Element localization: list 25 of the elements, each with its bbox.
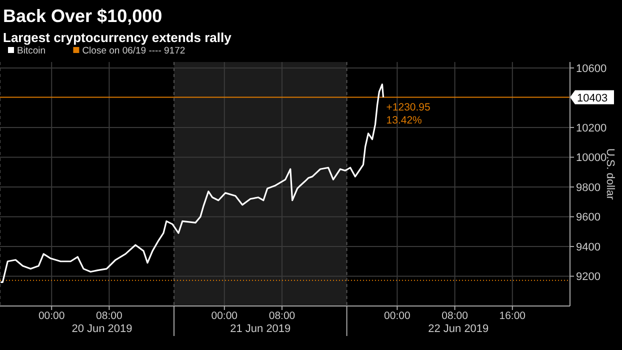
y-tick-label: 9600	[576, 212, 600, 224]
y-tick-label: 10200	[576, 122, 607, 134]
y-tick-label: 10000	[576, 152, 607, 164]
x-tick-label: 16:00	[499, 310, 526, 322]
y-tick-label: 9400	[576, 241, 600, 254]
text: 22 Jun 2019	[428, 323, 489, 335]
x-tick-label: 00:00	[211, 310, 238, 322]
legend-label: Bitcoin	[17, 46, 46, 56]
annotation: 13.42%	[386, 114, 422, 126]
ref-line-label: 10403	[577, 92, 608, 104]
y-tick-label: 9800	[576, 182, 600, 194]
x-tick-label: 08:00	[268, 310, 296, 322]
x-tick-label: 00:00	[384, 310, 410, 322]
line-series	[0, 84, 384, 283]
y-tick-label: 9200	[576, 271, 600, 284]
legend-label: Close on 06/19 ---- 9172	[82, 46, 186, 56]
text: 20 Jun 2019	[72, 323, 132, 335]
x-tick-label: 00:00	[38, 310, 65, 322]
chart-title: Back Over $10,000	[3, 6, 162, 26]
annotation: +1230.95	[386, 101, 431, 114]
chart-subtitle: Largest cryptocurrency extends rally	[3, 30, 232, 45]
x-tick-label: 08:00	[442, 310, 468, 322]
x-tick-label: 08:00	[96, 310, 122, 322]
text: 21 Jun 2019	[230, 323, 291, 335]
y-tick-label: 10600	[576, 62, 607, 75]
